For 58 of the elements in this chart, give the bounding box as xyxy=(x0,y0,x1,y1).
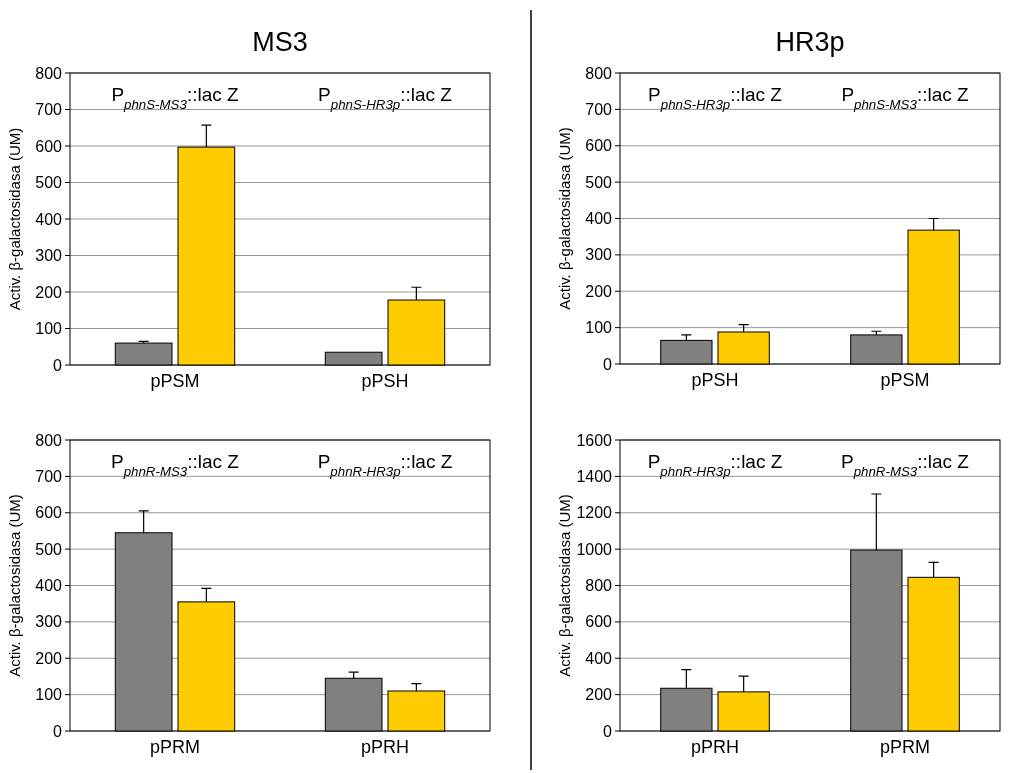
y-tick-label: 200 xyxy=(585,282,613,300)
x-tick-label: pPRM xyxy=(879,737,931,757)
y-tick-label: 400 xyxy=(585,210,613,228)
y-axis-title: Activ. β-galactosidasa (UM) xyxy=(556,127,573,310)
chart-title: HR3p xyxy=(775,27,845,57)
y-axis-title: Activ. β-galactosidasa (UM) xyxy=(6,494,23,677)
x-tick-label: pPSH xyxy=(361,371,409,391)
x-tick-label: pPRH xyxy=(360,737,410,757)
y-tick-label: 1000 xyxy=(576,540,613,558)
y-tick-label: 400 xyxy=(35,210,63,228)
y-tick-label: 600 xyxy=(35,504,63,522)
y-tick-label: 600 xyxy=(585,613,613,631)
x-tick-label: pPSH xyxy=(691,370,739,390)
y-tick-label: 0 xyxy=(603,722,613,740)
y-tick-label: 100 xyxy=(585,319,613,337)
y-tick-label: 800 xyxy=(585,577,613,595)
y-tick-label: 0 xyxy=(53,356,63,374)
y-tick-label: 500 xyxy=(35,540,63,558)
y-tick-label: 100 xyxy=(35,320,63,338)
y-tick-label: 1600 xyxy=(576,431,613,449)
x-tick-label: pPSM xyxy=(880,370,930,390)
annotation: P$_{phnS-MS3}$::lac Z xyxy=(841,84,970,112)
x-tick-label: pPSM xyxy=(150,371,200,391)
y-tick-label: 500 xyxy=(35,174,63,192)
y-tick-label: 200 xyxy=(35,649,63,667)
annotation: P$_{phnR-MS3}$::lac Z xyxy=(841,451,970,479)
y-tick-label: 800 xyxy=(35,64,63,82)
y-tick-label: 500 xyxy=(585,173,613,191)
y-tick-label: 600 xyxy=(35,137,63,155)
y-tick-label: 800 xyxy=(585,64,613,82)
y-tick-label: 800 xyxy=(35,431,63,449)
y-tick-label: 1200 xyxy=(576,504,613,522)
y-tick-label: 300 xyxy=(35,613,63,631)
y-tick-label: 200 xyxy=(585,686,613,704)
y-tick-label: 300 xyxy=(585,246,613,264)
x-tick-label: pPRM xyxy=(149,737,201,757)
annotation: P$_{phnR-MS3}$::lac Z xyxy=(111,451,240,479)
y-tick-label: 700 xyxy=(35,101,63,119)
annotation: P$_{phnS-MS3}$::lac Z xyxy=(111,84,240,112)
y-axis-title: Activ. β-galactosidasa (UM) xyxy=(6,127,23,311)
y-axis-title: Activ. β-galactosidasa (UM) xyxy=(556,494,573,677)
y-tick-label: 100 xyxy=(35,686,63,704)
y-tick-label: 400 xyxy=(35,577,63,595)
annotation: P$_{phnS-HR3p}$::lac Z xyxy=(648,84,783,112)
y-tick-label: 0 xyxy=(53,722,63,740)
annotation: P$_{phnR-HR3p}$::lac Z xyxy=(317,451,453,479)
y-tick-label: 0 xyxy=(603,355,613,373)
y-tick-label: 300 xyxy=(35,247,63,265)
annotation: P$_{phnR-HR3p}$::lac Z xyxy=(647,451,783,479)
y-tick-label: 700 xyxy=(585,100,613,118)
y-tick-label: 200 xyxy=(35,283,63,301)
y-tick-label: 700 xyxy=(35,467,63,485)
annotation: P$_{phnS-HR3p}$::lac Z xyxy=(318,84,453,112)
y-tick-label: 1400 xyxy=(576,467,613,485)
x-tick-label: pPRH xyxy=(690,737,740,757)
y-tick-label: 400 xyxy=(585,649,613,667)
y-tick-label: 600 xyxy=(585,137,613,155)
chart-title: MS3 xyxy=(252,27,308,57)
